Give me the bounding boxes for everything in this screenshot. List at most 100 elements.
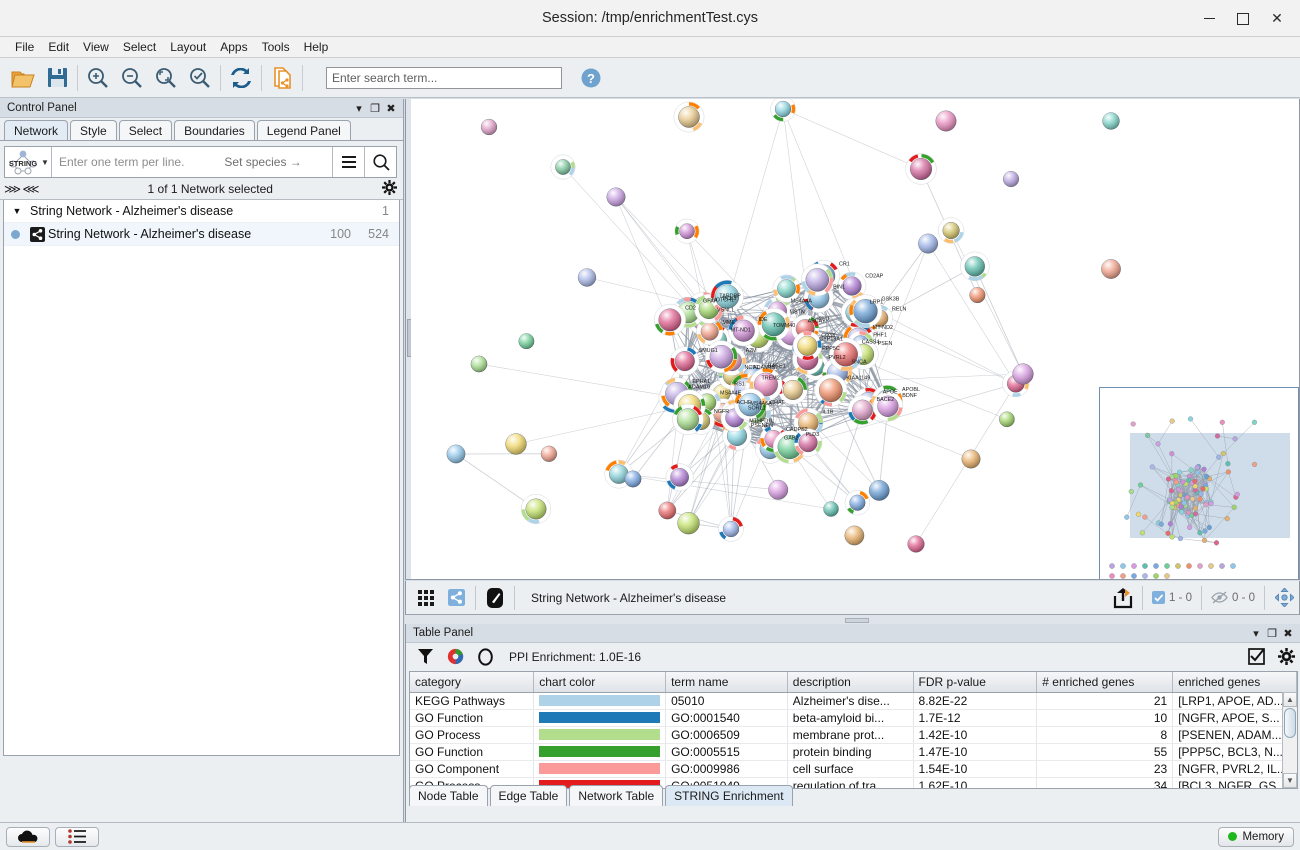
tab-boundaries[interactable]: Boundaries — [174, 120, 255, 140]
table-row[interactable]: GO Function GO:0005515 protein binding 1.47… — [410, 743, 1297, 761]
chevron-down-icon[interactable]: ▼ — [41, 157, 49, 167]
menu-view[interactable]: View — [83, 40, 109, 54]
tab-legend-panel[interactable]: Legend Panel — [256, 120, 351, 140]
table-row[interactable]: KEGG Pathways 05010 Alzheimer's dise... 8.8… — [410, 692, 1297, 710]
close-button[interactable]: ✕ — [1271, 10, 1283, 26]
col-category[interactable]: category — [410, 672, 535, 693]
tab-select[interactable]: Select — [118, 120, 173, 140]
gear-icon[interactable] — [382, 179, 397, 198]
status-bar: Memory — [0, 822, 1300, 850]
tree-root-row[interactable]: ▼ String Network - Alzheimer's disease 1 — [4, 200, 399, 223]
ring-chart-icon[interactable] — [471, 645, 499, 669]
toolbar-separator — [261, 64, 262, 91]
zoom-fit-icon[interactable] — [149, 61, 183, 95]
col-chart-color[interactable]: chart color — [533, 672, 667, 693]
hamburger-icon[interactable] — [332, 147, 364, 177]
tab-style[interactable]: Style — [70, 120, 117, 140]
scroll-up-arrow[interactable]: ▲ — [1283, 692, 1297, 707]
col-enriched-count[interactable]: # enriched genes — [1036, 672, 1174, 693]
col-enriched-genes[interactable]: enriched genes — [1172, 672, 1297, 693]
table-row[interactable]: GO Function GO:0001540 beta-amyloid bi... 1… — [410, 709, 1297, 727]
panel-splitter[interactable] — [405, 615, 1300, 624]
menu-tools[interactable]: Tools — [261, 40, 290, 54]
menu-help[interactable]: Help — [303, 40, 329, 54]
cell-term-name: 05010 — [665, 692, 788, 710]
help-icon[interactable]: ? — [574, 61, 608, 95]
fit-content-icon[interactable] — [1269, 585, 1299, 611]
tab-edge-table[interactable]: Edge Table — [489, 785, 568, 806]
cell-fdr: 8.82E-22 — [913, 692, 1038, 710]
network-view[interactable]: MT-ND2 MT-ND1 VSNL1 GAB2 RS1 CHAT ABCA7 ACHE ADA… — [405, 99, 1300, 580]
menu-edit[interactable]: Edit — [48, 40, 70, 54]
donut-chart-icon[interactable] — [441, 645, 469, 669]
search-input[interactable]: Enter search term... — [326, 66, 562, 89]
magnifier-icon[interactable] — [364, 147, 396, 177]
string-term-input[interactable]: Enter one term per line. Set species → — [52, 155, 332, 169]
share-network-icon — [26, 226, 48, 242]
gear-icon[interactable] — [1272, 645, 1300, 669]
tree-child-row[interactable]: String Network - Alzheimer's disease 100… — [4, 223, 399, 246]
cell-term-name: GO:0005515 — [665, 743, 788, 761]
color-swatch — [539, 729, 661, 740]
checkbox-icon[interactable] — [1242, 645, 1270, 669]
enrichment-table-container[interactable]: category chart color term name descripti… — [409, 671, 1298, 789]
control-panel: Control Panel ▾ ❐ ✖ Network Style Select… — [0, 99, 404, 822]
tab-network-table[interactable]: Network Table — [569, 785, 664, 806]
set-species-link[interactable]: Set species → — [224, 155, 302, 169]
menu-apps[interactable]: Apps — [220, 40, 248, 54]
svg-text:PVRL2: PVRL2 — [829, 355, 846, 361]
export-network-icon[interactable] — [265, 61, 299, 95]
svg-text:NGFR: NGFR — [714, 409, 729, 415]
export-image-icon[interactable] — [1108, 585, 1138, 611]
zoom-in-icon[interactable] — [81, 61, 115, 95]
close-panel-icon[interactable]: ✖ — [1283, 627, 1293, 640]
svg-text:CHAT: CHAT — [770, 400, 785, 406]
cell-enriched-genes: [NGFR, APOE, S... — [1172, 709, 1297, 727]
tab-string-enrichment[interactable]: STRING Enrichment — [665, 785, 793, 806]
birds-eye-view[interactable] — [1099, 387, 1299, 579]
table-row[interactable]: GO Component GO:0009986 cell surface 1.54E-… — [410, 760, 1297, 778]
close-panel-icon[interactable]: ✖ — [386, 102, 396, 115]
table-row[interactable]: GO Process GO:0006509 membrane prot... 1.42… — [410, 726, 1297, 744]
memory-indicator[interactable]: Memory — [1218, 826, 1294, 847]
collapse-expand-icons[interactable]: ⋙ ⋘ — [4, 181, 39, 196]
grid-layout-icon[interactable] — [411, 585, 441, 611]
col-fdr-pvalue[interactable]: FDR p-value — [913, 672, 1038, 693]
cell-description: regulation of tra... — [787, 777, 914, 788]
chevron-down-icon[interactable]: ▾ — [1253, 627, 1259, 640]
annotation-icon[interactable] — [480, 585, 510, 611]
refresh-icon[interactable] — [224, 61, 258, 95]
scrollbar-thumb[interactable] — [1284, 708, 1296, 738]
col-description[interactable]: description — [787, 672, 914, 693]
scroll-down-arrow[interactable]: ▼ — [1283, 773, 1297, 788]
float-panel-icon[interactable]: ❐ — [1267, 627, 1277, 640]
share-network-icon[interactable] — [441, 585, 471, 611]
zoom-out-icon[interactable] — [115, 61, 149, 95]
minimize-button[interactable] — [1192, 4, 1226, 34]
menu-file[interactable]: File — [15, 40, 35, 54]
filter-icon[interactable] — [411, 645, 439, 669]
open-folder-icon[interactable] — [6, 61, 40, 95]
chevron-down-icon[interactable]: ▾ — [356, 102, 362, 115]
save-icon[interactable] — [40, 61, 74, 95]
cloud-icon[interactable] — [6, 826, 50, 847]
triangle-down-icon[interactable]: ▼ — [12, 206, 22, 216]
network-selection-row: ⋙ ⋘ 1 of 1 Network selected — [0, 178, 403, 200]
tab-node-table[interactable]: Node Table — [409, 785, 488, 806]
ppi-enrichment-label: PPI Enrichment: 1.0E-16 — [509, 649, 642, 664]
float-panel-icon[interactable]: ❐ — [370, 102, 380, 115]
svg-text:NOTCH1: NOTCH1 — [712, 298, 734, 304]
string-logo-icon[interactable]: STRING — [5, 147, 41, 177]
tab-network[interactable]: Network — [4, 120, 69, 140]
svg-text:CD2AP: CD2AP — [865, 274, 883, 280]
list-icon[interactable] — [55, 826, 99, 847]
maximize-button[interactable] — [1226, 4, 1260, 34]
table-row[interactable]: GO Process GO:0051049 regulation of tra...… — [410, 777, 1297, 788]
zoom-selected-icon[interactable] — [183, 61, 217, 95]
cell-fdr: 1.47E-10 — [913, 743, 1038, 761]
table-vertical-scrollbar[interactable]: ▲ ▼ — [1282, 692, 1297, 788]
menu-layout[interactable]: Layout — [170, 40, 207, 54]
menu-select[interactable]: Select — [122, 40, 157, 54]
col-term-name[interactable]: term name — [665, 672, 788, 693]
svg-text:IL1B: IL1B — [822, 410, 833, 416]
